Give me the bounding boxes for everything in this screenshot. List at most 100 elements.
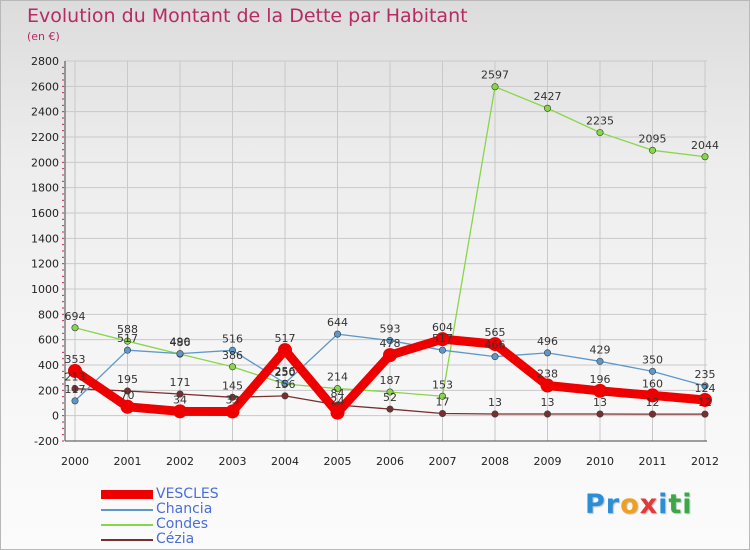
data-point	[229, 363, 237, 371]
data-label: 145	[222, 379, 243, 392]
data-label: 2235	[586, 115, 614, 128]
y-tick-label: 2000	[31, 156, 59, 169]
data-label: 604	[432, 321, 453, 334]
legend-label: Chancia	[156, 501, 213, 517]
data-point	[596, 410, 604, 418]
data-point	[698, 392, 712, 407]
data-label: 256	[275, 365, 296, 378]
y-tick-label: 2400	[31, 106, 59, 119]
data-label: 353	[65, 353, 86, 366]
data-label: 171	[170, 376, 191, 389]
data-label: 70	[121, 389, 135, 402]
data-point	[596, 357, 604, 365]
y-tick-label: 0	[52, 410, 59, 423]
data-point	[176, 350, 184, 358]
x-tick-label: 2004	[271, 455, 299, 468]
y-tick-label: 1200	[31, 258, 59, 271]
data-label: 478	[380, 337, 401, 350]
data-label: 12	[646, 396, 660, 409]
data-point	[386, 337, 394, 345]
data-point	[124, 387, 132, 395]
data-label: 13	[593, 396, 607, 409]
data-label: 466	[485, 339, 506, 352]
x-tick-label: 2011	[639, 455, 667, 468]
data-label: 52	[383, 391, 397, 404]
data-point	[438, 392, 446, 400]
y-tick-label: -200	[34, 435, 59, 448]
data-point	[278, 343, 292, 358]
data-label: 17	[436, 396, 450, 409]
y-tick-label: 400	[38, 359, 59, 372]
legend-swatch	[101, 490, 153, 499]
logo-letter: P	[585, 489, 606, 520]
data-point	[543, 349, 551, 357]
data-point	[281, 379, 289, 387]
data-point	[488, 337, 502, 352]
data-point	[120, 399, 135, 414]
data-point	[173, 404, 187, 419]
y-tick-label: 1400	[31, 232, 59, 245]
data-point	[701, 153, 709, 161]
data-point	[386, 388, 394, 396]
x-tick-label: 2006	[376, 455, 404, 468]
data-label: 34	[173, 393, 187, 406]
chart-title: Evolution du Montant de la Dette par Hab…	[27, 5, 468, 27]
data-label: 195	[117, 373, 138, 386]
data-point	[438, 346, 446, 354]
legend-label: Cézia	[156, 531, 195, 547]
data-label: 156	[275, 378, 296, 391]
data-point	[229, 393, 237, 401]
data-label: 13	[488, 396, 502, 409]
data-point	[435, 332, 450, 347]
data-point	[701, 410, 709, 418]
x-tick-label: 2003	[219, 455, 247, 468]
x-tick-label: 2012	[691, 455, 719, 468]
data-label: 2597	[481, 69, 509, 82]
data-label: 117	[65, 383, 86, 396]
y-tick-label: 1600	[31, 207, 59, 220]
legend-label: Condes	[156, 516, 209, 532]
data-point	[543, 104, 551, 112]
data-point	[593, 383, 607, 398]
logo-letter: r	[605, 489, 621, 520]
data-point	[438, 410, 446, 418]
data-point	[648, 146, 656, 154]
data-label: 694	[65, 310, 86, 323]
data-point	[68, 363, 82, 378]
y-tick-label: 600	[38, 334, 59, 347]
logo-letter: i	[658, 489, 669, 520]
data-label: 486	[170, 336, 191, 349]
y-tick-label: 2800	[31, 55, 59, 68]
x-tick-label: 2001	[114, 455, 142, 468]
data-label: 24	[331, 395, 345, 408]
data-point	[333, 385, 341, 393]
data-label: 588	[117, 323, 138, 336]
logo-letter: i	[682, 489, 693, 520]
y-tick-label: 2200	[31, 131, 59, 144]
data-label: 160	[642, 377, 663, 390]
data-point	[71, 385, 79, 393]
y-tick-label: 1000	[31, 283, 59, 296]
data-point	[648, 367, 656, 375]
data-label: 496	[537, 335, 558, 348]
logo-letter: o	[620, 489, 640, 520]
data-label: 33	[226, 393, 240, 406]
x-tick-label: 2007	[429, 455, 457, 468]
logo-letter: t	[668, 489, 683, 520]
data-label: 2095	[639, 132, 667, 145]
logo-letter: x	[639, 489, 659, 520]
data-label: 517	[432, 332, 453, 345]
data-label: 2427	[534, 90, 562, 103]
x-tick-label: 2000	[61, 455, 89, 468]
data-label: 12	[698, 396, 712, 409]
x-tick-label: 2002	[166, 455, 194, 468]
data-point	[71, 397, 79, 405]
data-point	[124, 337, 132, 345]
data-point	[281, 392, 289, 400]
x-tick-label: 2005	[324, 455, 352, 468]
y-tick-label: 2600	[31, 80, 59, 93]
data-point	[124, 346, 132, 354]
x-tick-label: 2010	[586, 455, 614, 468]
data-label: 516	[222, 332, 243, 345]
